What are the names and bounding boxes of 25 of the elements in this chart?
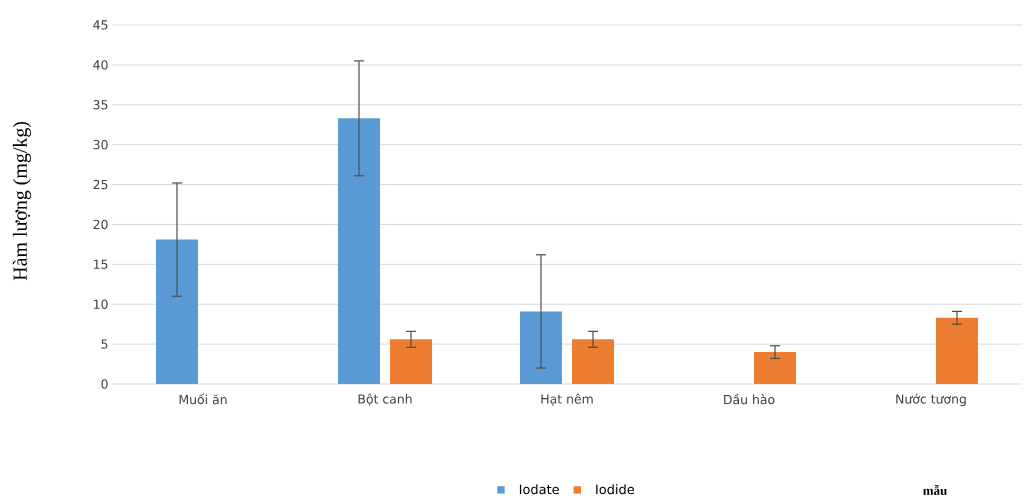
y-tick-label: 25 xyxy=(93,179,108,190)
y-tick-label: 35 xyxy=(93,100,108,110)
y-tick-label: 45 xyxy=(93,20,108,30)
bar xyxy=(572,339,614,384)
bar xyxy=(156,239,198,384)
x-tick-label: Nước tương xyxy=(896,393,966,407)
y-tick-label: 30 xyxy=(93,139,108,150)
y-tick-label: 40 xyxy=(93,60,108,70)
y-tick-label: 20 xyxy=(93,219,108,230)
bar xyxy=(754,352,796,384)
y-axis-title: Hàm lượng (mg/kg) xyxy=(12,121,31,281)
x-tick-label: Dầu hào xyxy=(724,393,775,405)
x-tick-label: Muối ăn xyxy=(179,393,227,405)
text: mẫu xyxy=(923,484,947,496)
legend-label: Iodide xyxy=(596,484,635,495)
bar xyxy=(338,118,380,384)
bar xyxy=(936,317,978,384)
y-tick-label: 10 xyxy=(94,299,108,309)
legend-label: Iodate xyxy=(519,484,559,495)
bar xyxy=(390,339,432,384)
y-tick-label: 5 xyxy=(101,339,108,349)
x-tick-label: Bột canh xyxy=(358,393,412,406)
y-tick-label: 0 xyxy=(101,379,108,389)
y-tick-label: 15 xyxy=(94,259,108,269)
x-tick-label: Hạt nêm xyxy=(541,393,593,406)
